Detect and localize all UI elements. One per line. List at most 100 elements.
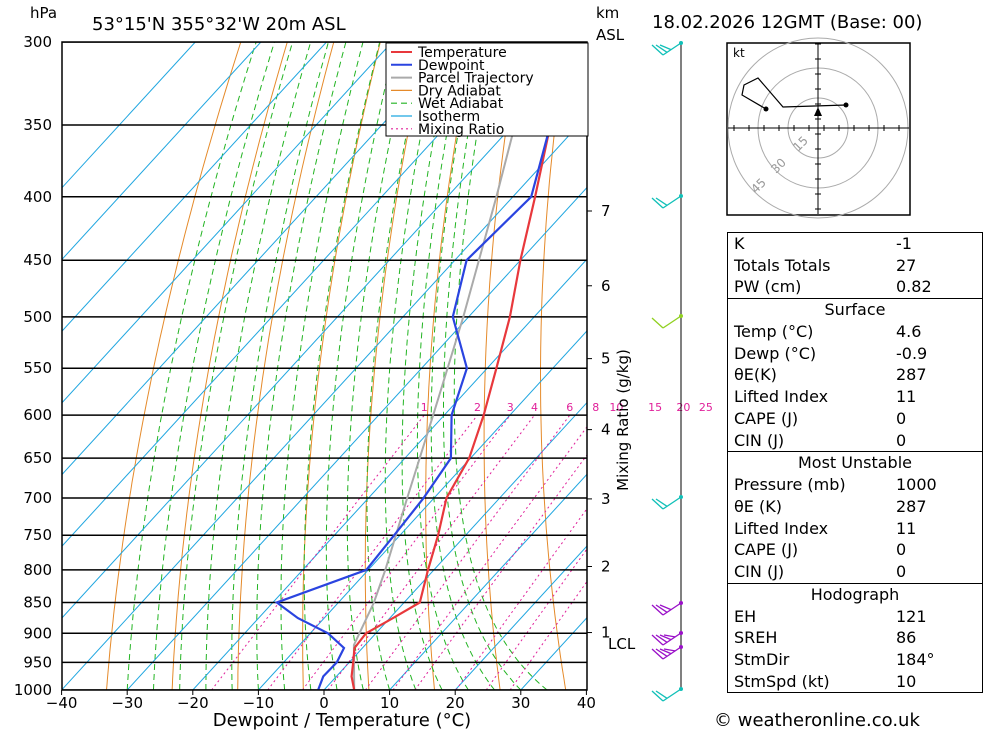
temperature-tick-label: 40 bbox=[577, 694, 596, 712]
index-row-surface-cin: CIN (J) 0 bbox=[728, 430, 982, 452]
mixing-ratio-line bbox=[485, 548, 587, 690]
plot-frame bbox=[61, 41, 588, 691]
temperature-tick-label: 20 bbox=[446, 694, 465, 712]
pressure-tick-label: 500 bbox=[23, 308, 52, 326]
index-value: 86 bbox=[896, 628, 917, 648]
km-tick-label: 7 bbox=[601, 202, 611, 220]
pressure-tick-label: 400 bbox=[23, 188, 52, 206]
index-label: Lifted Index bbox=[734, 518, 829, 538]
wind-barb-flag bbox=[651, 44, 664, 56]
mixing-ratio-value-label: 8 bbox=[592, 401, 599, 414]
dry-adiabat-line bbox=[237, 42, 335, 690]
wind-barb-staff bbox=[662, 646, 682, 660]
isotherm-line bbox=[389, 473, 587, 690]
profile-series bbox=[274, 42, 585, 690]
index-row-mu-theta: θE (K) 287 bbox=[728, 496, 982, 518]
index-value: 287 bbox=[896, 365, 927, 385]
index-row-stmspd: StmSpd (kt) 10 bbox=[728, 671, 982, 693]
wet-adiabat-line bbox=[126, 42, 257, 690]
index-label: SREH bbox=[734, 628, 778, 648]
km-tick-label: 6 bbox=[601, 277, 611, 295]
index-label: StmDir bbox=[734, 650, 790, 669]
dry-adiabat-line bbox=[983, 24, 1000, 690]
index-label: Dewp (°C) bbox=[734, 343, 817, 363]
mixing-ratio-value-label: 6 bbox=[566, 401, 573, 414]
km-tick-label: 3 bbox=[601, 490, 611, 508]
index-value: 184° bbox=[896, 650, 935, 669]
pressure-tick-label: 650 bbox=[23, 449, 52, 467]
wet-adiabat-line bbox=[401, 42, 453, 690]
index-row-surface-temp: Temp (°C) 4.6 bbox=[728, 321, 982, 343]
index-label: CIN (J) bbox=[734, 561, 785, 581]
dewpoint-line bbox=[274, 42, 585, 690]
wind-barb-flag bbox=[659, 44, 672, 51]
isotherm-line bbox=[62, 42, 327, 332]
wind-barb-flag bbox=[659, 648, 672, 655]
km-tick-label: 1 bbox=[601, 624, 611, 642]
dry-adiabat-line bbox=[302, 42, 381, 690]
legend-label: Parcel Trajectory bbox=[418, 71, 534, 87]
section-surface-title: Surface bbox=[728, 298, 982, 321]
index-value: 1000 bbox=[896, 475, 937, 495]
index-label: Pressure (mb) bbox=[734, 475, 846, 495]
pressure-tick-label: 850 bbox=[23, 594, 52, 612]
indices-table: K -1 Totals Totals 27 PW (cm) 0.82 Surface … bbox=[727, 232, 983, 694]
mixing-ratio-line bbox=[414, 454, 587, 690]
mixing-ratio-value-label: 15 bbox=[648, 401, 662, 414]
wind-barb-flag bbox=[651, 634, 664, 646]
pressure-tick-label: 800 bbox=[23, 561, 52, 579]
index-label: CAPE (J) bbox=[734, 540, 799, 560]
index-value: 10 bbox=[896, 671, 917, 691]
index-label: CAPE (J) bbox=[734, 408, 799, 428]
pressure-tick-label: 350 bbox=[23, 116, 52, 134]
index-row-surface-theta: θE(K) 287 bbox=[728, 364, 982, 386]
wind-barbs bbox=[651, 41, 683, 702]
hodograph-unit: kt bbox=[733, 46, 745, 60]
isotherm-line bbox=[192, 258, 587, 690]
legend-label: Wet Adiabat bbox=[418, 96, 504, 112]
index-row-k: K -1 bbox=[728, 233, 982, 255]
index-label: CIN (J) bbox=[734, 430, 785, 450]
index-row-mu-cin: CIN (J) 0 bbox=[728, 561, 982, 583]
index-label: StmSpd (kt) bbox=[734, 671, 830, 691]
index-value: 0 bbox=[896, 430, 907, 450]
wet-adiabats bbox=[126, 42, 548, 690]
index-label: PW (cm) bbox=[734, 277, 802, 297]
wet-adiabat-line bbox=[416, 42, 469, 690]
index-value: -1 bbox=[896, 234, 912, 253]
mixing-ratio-value-label: 1 bbox=[421, 401, 428, 414]
index-row-surface-li: Lifted Index 11 bbox=[728, 386, 982, 408]
index-value: 121 bbox=[896, 606, 927, 626]
wind-barb-staff bbox=[662, 688, 682, 702]
pressure-tick-labels: 300 350 400 450 500 550 600 650 700 750 800 850 900 9… bbox=[14, 33, 52, 699]
wind-barb-flag bbox=[663, 634, 676, 638]
mixing-ratio-value-label: 3 bbox=[507, 401, 514, 414]
isotherms bbox=[62, 42, 587, 690]
temperature-tick-label: −10 bbox=[243, 694, 275, 712]
skewt-plot-area bbox=[62, 24, 1000, 690]
pressure-tick-label: 300 bbox=[23, 33, 52, 51]
isotherm-line bbox=[258, 330, 587, 690]
copyright-text: © weatheronline.co.uk bbox=[714, 710, 920, 731]
index-label: θE (K) bbox=[734, 496, 782, 516]
pressure-tick-label: 750 bbox=[23, 526, 52, 544]
wind-barb-flag bbox=[655, 197, 668, 206]
wind-barb-flag bbox=[651, 498, 664, 510]
temperature-tick-label: 10 bbox=[380, 694, 399, 712]
index-row-surface-cape: CAPE (J) 0 bbox=[728, 408, 982, 430]
pressure-tick-label: 950 bbox=[23, 653, 52, 671]
wind-barb-staff bbox=[662, 42, 682, 56]
copyright: © weatheronline.co.uk bbox=[714, 710, 920, 731]
index-label: Temp (°C) bbox=[734, 322, 814, 342]
wind-barb-flag bbox=[655, 690, 668, 699]
wet-adiabat-line bbox=[280, 42, 364, 690]
legend-label: Dewpoint bbox=[418, 58, 485, 74]
temperature-tick-label: 0 bbox=[319, 694, 329, 712]
index-row-stmdir: StmDir 184° bbox=[728, 649, 982, 671]
isotherm-line bbox=[454, 545, 587, 690]
km-tick-label: 5 bbox=[601, 350, 611, 368]
mixing-ratio-line bbox=[267, 414, 478, 690]
legend-label: Temperature bbox=[417, 45, 507, 61]
wind-barb-flag bbox=[663, 648, 676, 652]
section-most-unstable-title: Most Unstable bbox=[728, 451, 982, 474]
